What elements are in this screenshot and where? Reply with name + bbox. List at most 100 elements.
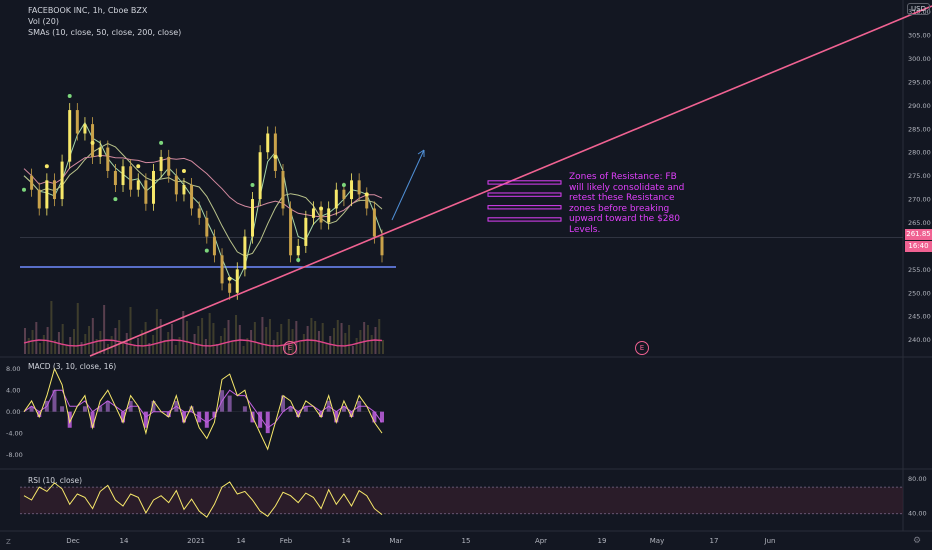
- macd-histogram-bar: [52, 390, 57, 412]
- volume-bar: [333, 328, 336, 354]
- candle-body: [197, 208, 201, 218]
- volume-bar: [27, 338, 30, 354]
- earnings-marker-icon[interactable]: E: [635, 341, 649, 355]
- price-axis-label: 265.00: [908, 219, 931, 227]
- rsi-line: [23, 481, 383, 518]
- volume-bar: [133, 346, 136, 354]
- volume-bar: [314, 321, 317, 354]
- volume-bar: [348, 325, 351, 354]
- price-axis-label: 295.00: [908, 78, 931, 86]
- macd-histogram-bar: [242, 406, 247, 412]
- volume-bar: [276, 332, 279, 354]
- price-axis-label: 285.00: [908, 125, 931, 133]
- candle-body: [45, 180, 49, 209]
- volume-bar: [212, 323, 215, 354]
- macd-histogram-bar: [181, 411, 186, 423]
- volume-bar: [366, 325, 369, 354]
- volume-bar: [336, 320, 339, 354]
- candle-body: [235, 269, 239, 293]
- candle-body: [30, 175, 34, 190]
- signal-dot: [319, 206, 324, 211]
- time-axis-label: Feb: [280, 537, 293, 545]
- candle-body: [205, 217, 209, 237]
- resistance-annotation: Zones of Resistance: FB will likely cons…: [569, 172, 685, 235]
- signal-dot: [90, 140, 95, 145]
- candle-body: [91, 124, 95, 157]
- candle-body: [83, 124, 87, 134]
- volume-bar: [144, 322, 147, 354]
- price-axis-label: 240.00: [908, 336, 931, 344]
- macd-histogram-bar: [82, 406, 87, 412]
- rsi-axis-label: 80.00: [908, 475, 927, 483]
- candle-body: [319, 208, 323, 223]
- candle-body: [37, 189, 41, 209]
- candle-body: [258, 152, 262, 200]
- candle-body: [60, 161, 64, 200]
- candle-body: [266, 133, 270, 153]
- volume-bar: [363, 322, 366, 354]
- macd-histogram-bar: [166, 411, 171, 418]
- macd-histogram-bar: [280, 395, 285, 412]
- volume-bar: [35, 322, 38, 354]
- signal-dot: [364, 192, 369, 197]
- candle-body: [174, 175, 178, 195]
- volume-bar: [235, 315, 238, 354]
- volume-bar: [246, 338, 249, 354]
- volume-bar: [204, 339, 207, 354]
- time-axis-label: 14: [342, 537, 351, 545]
- candle-body: [311, 208, 315, 218]
- macd-histogram-bar: [296, 411, 301, 418]
- price-axis-label: 290.00: [908, 102, 931, 110]
- volume-bar: [253, 322, 256, 354]
- volume-bar: [317, 331, 320, 354]
- candle-body: [113, 170, 117, 186]
- volume-bar: [65, 345, 68, 354]
- macd-histogram-bar: [143, 411, 148, 428]
- signal-dot: [22, 187, 26, 192]
- volume-bar: [370, 335, 373, 354]
- signal-dot: [204, 248, 209, 253]
- volume-bar: [129, 307, 132, 354]
- volume-bar: [182, 311, 185, 354]
- earnings-marker-icon[interactable]: E: [283, 341, 297, 355]
- volume-bar: [39, 343, 42, 354]
- rsi-axis-label: 40.00: [908, 509, 927, 517]
- volume-bar: [110, 336, 113, 354]
- volume-bar: [80, 342, 83, 354]
- volume-bar: [355, 338, 358, 354]
- signal-dot: [181, 168, 186, 173]
- volume-bar: [242, 346, 245, 354]
- volume-bar: [325, 344, 328, 354]
- macd-label: MACD (3, 10, close, 16): [28, 362, 117, 371]
- timezone-icon[interactable]: Z: [6, 538, 11, 546]
- volume-bar: [95, 339, 98, 354]
- candle-body: [273, 133, 277, 171]
- volume-bar: [295, 321, 298, 354]
- macd-histogram-bar: [380, 411, 384, 423]
- candle-body: [167, 156, 171, 176]
- time-axis-label: Mar: [389, 537, 402, 545]
- volume-bar: [148, 343, 151, 354]
- candle-body: [68, 110, 72, 162]
- candle-body: [151, 170, 155, 204]
- signal-dot: [341, 183, 346, 188]
- candle-body: [327, 208, 331, 223]
- signal-dot: [113, 197, 118, 202]
- volume-bar: [208, 313, 211, 354]
- candle-body: [136, 180, 140, 190]
- candle-body: [380, 236, 384, 256]
- volume-bar: [231, 341, 234, 354]
- volume-bar: [227, 320, 230, 354]
- candle-body: [334, 189, 338, 209]
- currency-badge[interactable]: USD: [907, 3, 930, 15]
- settings-gear-icon[interactable]: ⚙: [913, 536, 922, 546]
- resistance-zone: [487, 205, 562, 210]
- sma-label: SMAs (10, close, 50, close, 200, close): [28, 28, 182, 37]
- macd-histogram-bar: [288, 406, 293, 412]
- candle-body: [98, 147, 102, 157]
- macd-histogram-bar: [98, 406, 103, 412]
- volume-bar: [167, 332, 170, 354]
- macd-axis-label: -8.00: [6, 451, 23, 459]
- macd-histogram-bar: [67, 411, 72, 428]
